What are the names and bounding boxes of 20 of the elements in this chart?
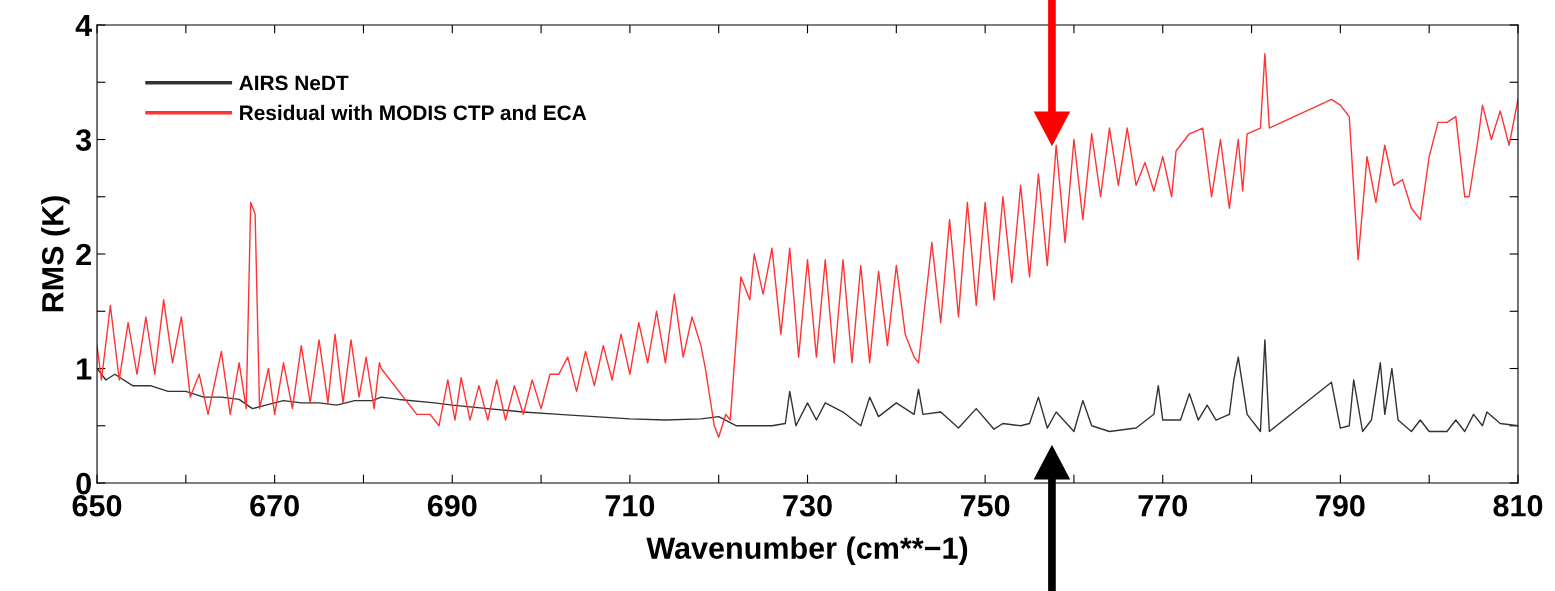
y-tick-label: 2 — [76, 243, 91, 266]
y-tick-label: 1 — [77, 358, 92, 380]
y-tick-label: 4 — [75, 15, 93, 37]
x-tick-label: 710 — [605, 494, 655, 517]
y-tick-label: 3 — [75, 129, 92, 151]
x-tick-label: 750 — [960, 494, 1010, 517]
x-tick-label: 790 — [1316, 494, 1365, 517]
x-tick-label: 770 — [1138, 494, 1187, 517]
line-series — [97, 339, 1518, 433]
x-tick-label: 730 — [783, 494, 832, 517]
x-tick-label: 670 — [250, 494, 299, 517]
x-tick-label: 810 — [1493, 494, 1543, 517]
x-tick-label: 650 — [72, 494, 122, 517]
y-axis-title: RMS (K) — [41, 196, 70, 312]
x-axis-title: Wavenumber (cm**−1) — [646, 536, 968, 565]
x-tick-label: 690 — [427, 494, 477, 517]
y-tick-label: 0 — [76, 472, 91, 495]
line-series — [97, 52, 1518, 438]
legend-label: AIRS NeDT — [239, 75, 349, 91]
legend-label: Residual with MODIS CTP and ECA — [240, 104, 587, 121]
